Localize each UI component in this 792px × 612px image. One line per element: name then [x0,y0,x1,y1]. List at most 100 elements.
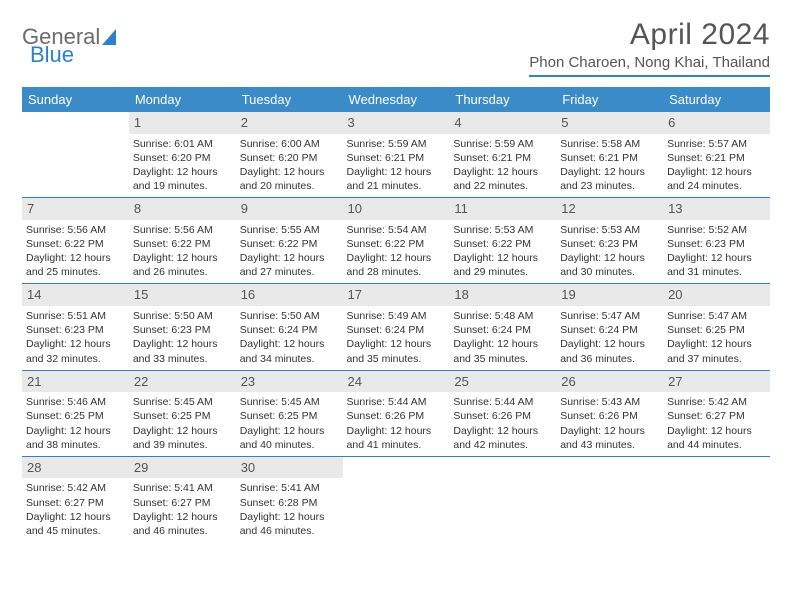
daylight-text: Daylight: 12 hours and 26 minutes. [133,251,232,279]
dayheader-sun: Sunday [22,87,129,112]
logo-word2: Blue [30,42,74,68]
dayheader-wed: Wednesday [343,87,450,112]
sunset-text: Sunset: 6:21 PM [667,151,766,165]
day-number: 1 [129,112,236,134]
sunset-text: Sunset: 6:21 PM [453,151,552,165]
month-title: April 2024 [529,18,770,52]
calendar-cell: 8 Sunrise: 5:56 AMSunset: 6:22 PMDaylight… [129,198,236,284]
day-number: 19 [556,284,663,306]
calendar-cell: 15Sunrise: 5:50 AMSunset: 6:23 PMDayligh… [129,284,236,370]
calendar-cell: 13Sunrise: 5:52 AMSunset: 6:23 PMDayligh… [663,198,770,284]
daylight-text: Daylight: 12 hours and 44 minutes. [667,424,766,452]
sunset-text: Sunset: 6:28 PM [240,496,339,510]
calendar-head: Sunday Monday Tuesday Wednesday Thursday… [22,87,770,112]
calendar-cell: 10Sunrise: 5:54 AMSunset: 6:22 PMDayligh… [343,198,450,284]
dayheader-mon: Monday [129,87,236,112]
sunset-text: Sunset: 6:27 PM [667,409,766,423]
sunrise-text: Sunrise: 5:50 AM [133,309,232,323]
day-number: 2 [236,112,343,134]
calendar-cell: 26Sunrise: 5:43 AMSunset: 6:26 PMDayligh… [556,370,663,456]
calendar-row: 7Sunrise: 5:56 AMSunset: 6:22 PMDaylight… [22,198,770,284]
calendar-body: 1Sunrise: 6:01 AMSunset: 6:20 PMDaylight… [22,112,770,542]
day-number: 20 [663,284,770,306]
sunrise-text: Sunrise: 5:41 AM [240,481,339,495]
sunset-text: Sunset: 6:22 PM [240,237,339,251]
sunrise-text: Sunrise: 5:42 AM [667,395,766,409]
sunrise-text: Sunrise: 5:44 AM [347,395,446,409]
day-number: 14 [22,284,129,306]
sunrise-text: Sunrise: 5:56 AM [133,223,232,237]
sunrise-text: Sunrise: 5:47 AM [667,309,766,323]
sunset-text: Sunset: 6:23 PM [26,323,125,337]
calendar-cell: 3Sunrise: 5:59 AMSunset: 6:21 PMDaylight… [343,112,450,198]
day-number: 23 [236,371,343,393]
sunrise-text: Sunrise: 5:49 AM [347,309,446,323]
calendar-cell: 19Sunrise: 5:47 AMSunset: 6:24 PMDayligh… [556,284,663,370]
daylight-text: Daylight: 12 hours and 33 minutes. [133,337,232,365]
calendar-cell [449,456,556,542]
daylight-text: Daylight: 12 hours and 21 minutes. [347,165,446,193]
calendar-cell: 5Sunrise: 5:58 AMSunset: 6:21 PMDaylight… [556,112,663,198]
day-number: 10 [343,198,450,220]
daylight-text: Daylight: 12 hours and 24 minutes. [667,165,766,193]
calendar-row: 1Sunrise: 6:01 AMSunset: 6:20 PMDaylight… [22,112,770,198]
sunrise-text: Sunrise: 5:50 AM [240,309,339,323]
day-number: 24 [343,371,450,393]
calendar-cell: 6Sunrise: 5:57 AMSunset: 6:21 PMDaylight… [663,112,770,198]
calendar-cell: 27Sunrise: 5:42 AMSunset: 6:27 PMDayligh… [663,370,770,456]
daylight-text: Daylight: 12 hours and 19 minutes. [133,165,232,193]
sunrise-text: Sunrise: 5:59 AM [347,137,446,151]
sunrise-text: Sunrise: 5:44 AM [453,395,552,409]
day-number: 18 [449,284,556,306]
calendar-cell [22,112,129,198]
day-number: 8 [129,198,236,220]
calendar-cell: 23Sunrise: 5:45 AMSunset: 6:25 PMDayligh… [236,370,343,456]
sunset-text: Sunset: 6:20 PM [133,151,232,165]
day-number: 13 [663,198,770,220]
calendar-cell: 21Sunrise: 5:46 AMSunset: 6:25 PMDayligh… [22,370,129,456]
calendar-cell: 24 Sunrise: 5:44 AMSunset: 6:26 PMDayligh… [343,370,450,456]
calendar-cell: 18 Sunrise: 5:48 AMSunset: 6:24 PMDayligh… [449,284,556,370]
sunrise-text: Sunrise: 5:51 AM [26,309,125,323]
sunset-text: Sunset: 6:27 PM [133,496,232,510]
calendar-row: 14Sunrise: 5:51 AMSunset: 6:23 PMDayligh… [22,284,770,370]
daylight-text: Daylight: 12 hours and 45 minutes. [26,510,125,538]
sunset-text: Sunset: 6:22 PM [26,237,125,251]
sunrise-text: Sunrise: 5:52 AM [667,223,766,237]
day-number: 17 [343,284,450,306]
day-number: 22 [129,371,236,393]
location-text: Phon Charoen, Nong Khai, Thailand [529,54,770,77]
daylight-text: Daylight: 12 hours and 23 minutes. [560,165,659,193]
day-number: 7 [22,198,129,220]
daylight-text: Daylight: 12 hours and 46 minutes. [133,510,232,538]
day-number: 28 [22,457,129,479]
sunset-text: Sunset: 6:22 PM [133,237,232,251]
sunset-text: Sunset: 6:25 PM [667,323,766,337]
day-number: 4 [449,112,556,134]
daylight-text: Daylight: 12 hours and 32 minutes. [26,337,125,365]
sunset-text: Sunset: 6:26 PM [453,409,552,423]
daylight-text: Daylight: 12 hours and 37 minutes. [667,337,766,365]
sunset-text: Sunset: 6:24 PM [347,323,446,337]
sunrise-text: Sunrise: 5:41 AM [133,481,232,495]
calendar-cell: 4Sunrise: 5:59 AMSunset: 6:21 PMDaylight… [449,112,556,198]
sunrise-text: Sunrise: 5:59 AM [453,137,552,151]
calendar-cell: 25Sunrise: 5:44 AMSunset: 6:26 PMDayligh… [449,370,556,456]
calendar-cell [343,456,450,542]
sunset-text: Sunset: 6:21 PM [560,151,659,165]
day-number: 5 [556,112,663,134]
sunrise-text: Sunrise: 5:48 AM [453,309,552,323]
sunset-text: Sunset: 6:24 PM [453,323,552,337]
dayheader-sat: Saturday [663,87,770,112]
sunset-text: Sunset: 6:26 PM [347,409,446,423]
calendar-cell: 16Sunrise: 5:50 AMSunset: 6:24 PMDayligh… [236,284,343,370]
daylight-text: Daylight: 12 hours and 31 minutes. [667,251,766,279]
sunrise-text: Sunrise: 5:53 AM [560,223,659,237]
sunset-text: Sunset: 6:22 PM [347,237,446,251]
daylight-text: Daylight: 12 hours and 25 minutes. [26,251,125,279]
day-number: 29 [129,457,236,479]
daylight-text: Daylight: 12 hours and 28 minutes. [347,251,446,279]
daylight-text: Daylight: 12 hours and 35 minutes. [453,337,552,365]
daylight-text: Daylight: 12 hours and 41 minutes. [347,424,446,452]
sunrise-text: Sunrise: 5:47 AM [560,309,659,323]
